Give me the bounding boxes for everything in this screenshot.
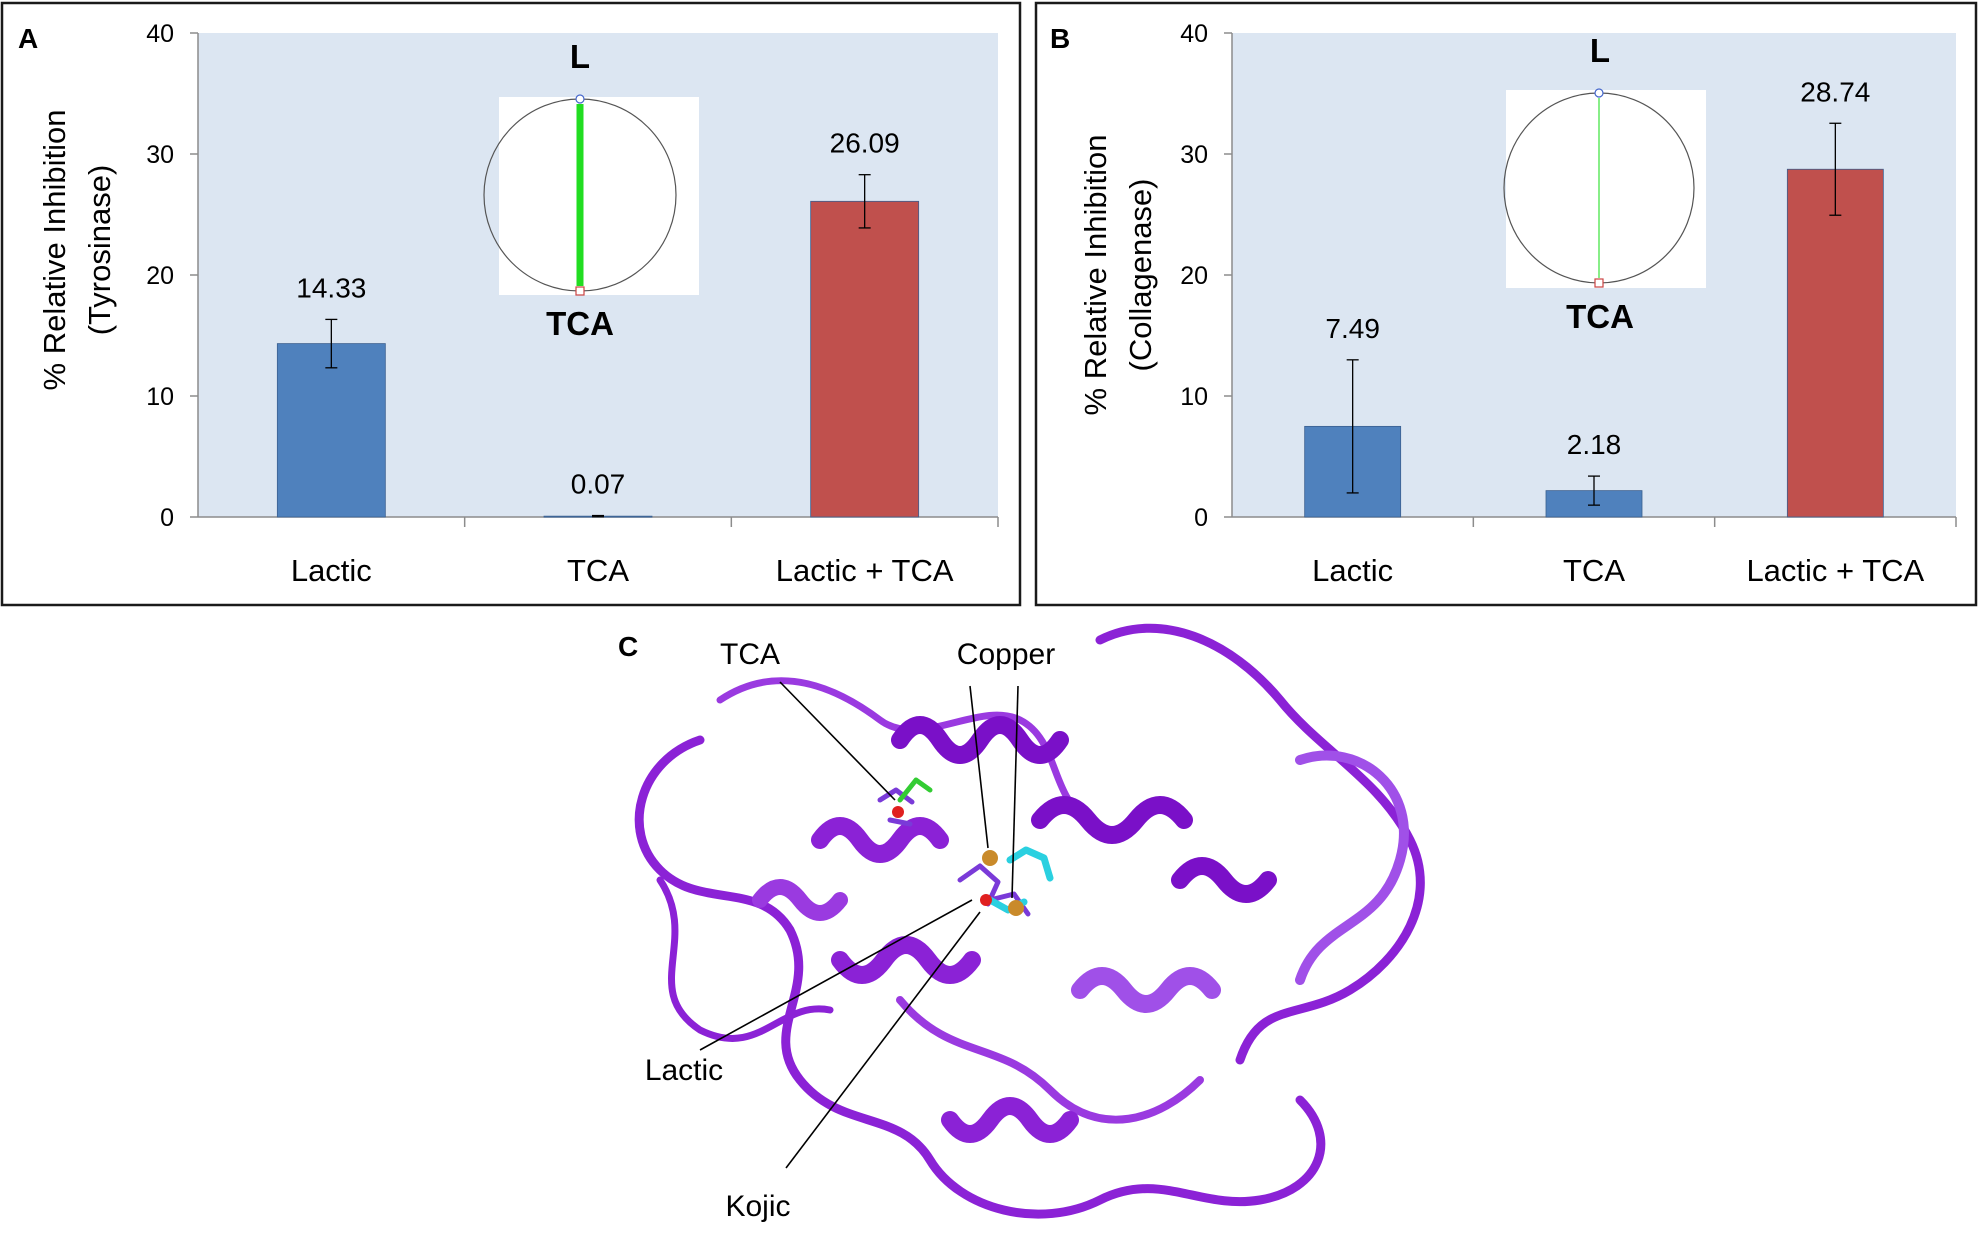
y-tick-label: 20 (146, 262, 174, 290)
panel-c: C (618, 623, 1425, 1223)
inset-bottom-label: TCA (546, 305, 614, 342)
y-axis-label-line: % Relative Inhibition (37, 110, 72, 391)
y-tick-label: 10 (146, 383, 174, 411)
data-label: 0.07 (571, 469, 626, 500)
data-label: 28.74 (1800, 76, 1870, 107)
inset-top-marker (1594, 88, 1604, 98)
y-tick-label: 40 (146, 20, 174, 48)
inset-bottom-marker (575, 286, 585, 296)
panel-b: B 0 10 20 30 40 % Relative Inhibition (Collage… (1034, 1, 1978, 607)
panel-a-letter: A (18, 23, 38, 54)
lactic-label: Lactic (645, 1054, 723, 1087)
inset-bottom-marker (1594, 278, 1604, 288)
y-tick-label: 0 (1194, 504, 1208, 532)
oxygen-atom (980, 894, 992, 906)
y-axis-label: % Relative Inhibition (Tyrosinase) (37, 110, 117, 391)
kojic-label: Kojic (725, 1190, 790, 1223)
protein-structure-image (634, 623, 1425, 1219)
bar (276, 343, 386, 518)
y-tick-label: 30 (1180, 141, 1208, 169)
x-tick-label: Lactic (291, 553, 372, 588)
inset-box (1506, 90, 1706, 288)
x-tick-label: TCA (1563, 553, 1625, 588)
data-label: 14.33 (296, 272, 366, 303)
y-axis-label: % Relative Inhibition (Collagenase) (1078, 135, 1158, 416)
y-tick-label: 10 (1180, 383, 1208, 411)
panel-a: A 0 10 20 30 40 % Relative Inhibition (Tyrosin… (0, 1, 1022, 607)
data-label: 7.49 (1325, 313, 1380, 344)
annotation-lines (699, 681, 1019, 1169)
panel-b-frame (1034, 1, 1978, 607)
inset-top-label: L (1590, 32, 1610, 69)
data-label: 2.18 (1567, 429, 1622, 460)
panel-a-frame (0, 1, 1022, 607)
inset-top-label: L (570, 38, 590, 75)
panel-b-letter: B (1050, 23, 1070, 54)
copper-atom (982, 850, 998, 866)
copper-label: Copper (957, 638, 1055, 671)
panel-b-plot: 0 10 20 30 40 % Relative Inhibition (Collagena… (1078, 20, 1957, 588)
x-tick-label: Lactic + TCA (1746, 553, 1924, 588)
data-label: 26.09 (830, 128, 900, 159)
y-axis-label-line: (Tyrosinase) (82, 165, 117, 336)
bar (810, 200, 920, 518)
y-tick-label: 30 (146, 141, 174, 169)
y-axis-label-line: % Relative Inhibition (1078, 135, 1113, 416)
y-axis-label-line: (Collagenase) (1123, 179, 1158, 372)
panel-c-letter: C (618, 631, 638, 662)
panel-a-plot: 0 10 20 30 40 % Relative Inhibition (Tyrosinas… (37, 20, 999, 588)
bar (1786, 168, 1884, 518)
y-tick-label: 20 (1180, 262, 1208, 290)
x-tick-label: Lactic (1312, 553, 1393, 588)
copper-atom (1008, 900, 1024, 916)
y-tick-label: 0 (160, 504, 174, 532)
tca-label: TCA (720, 638, 780, 671)
inset-box (499, 97, 699, 295)
x-tick-label: Lactic + TCA (776, 553, 954, 588)
oxygen-atom (892, 806, 904, 818)
x-tick-label: TCA (567, 553, 629, 588)
inset-top-marker (575, 94, 585, 104)
inset-bottom-label: TCA (1566, 298, 1634, 335)
y-tick-label: 40 (1180, 20, 1208, 48)
